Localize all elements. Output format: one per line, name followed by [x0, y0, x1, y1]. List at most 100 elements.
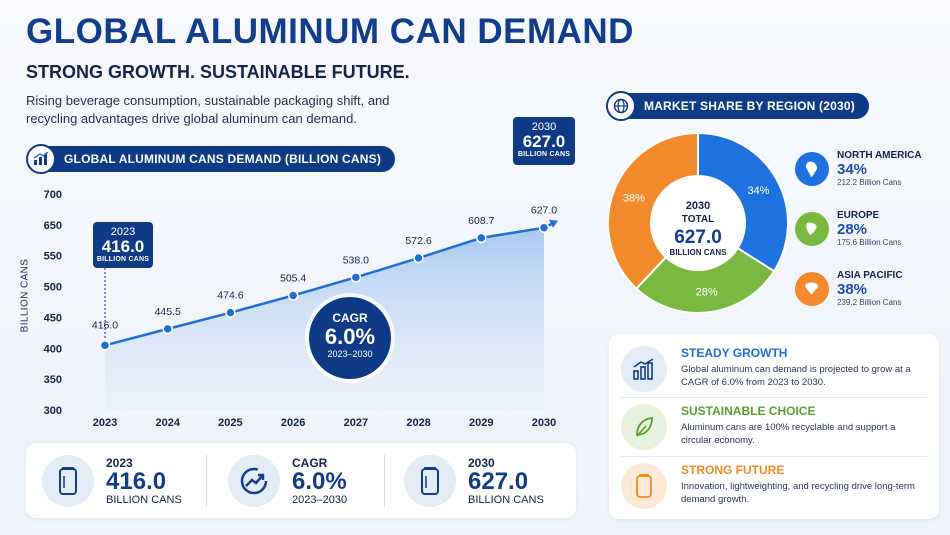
donut-chart: 34% 28% 38% 2030 TOTAL 627.0 BILLION CANS [608, 133, 788, 313]
x-tick-label: 2023 [93, 417, 117, 429]
region-north-america: NORTH AMERICA 34% 212.2 Billion Cans [795, 150, 922, 187]
region-asia-pacific: ASIA PACIFIC 38% 239.2 Billion Cans [795, 270, 903, 307]
chart-title: GLOBAL ALUMINUM CANS DEMAND (BILLION CAN… [64, 152, 382, 166]
stat-2023: 2023 416.0 BILLION CANS [42, 443, 182, 518]
region-name: NORTH AMERICA [837, 150, 922, 161]
donut-center-year: 2030 [686, 200, 710, 212]
x-tick-label: 2030 [532, 417, 556, 429]
feature-steady-growth: STEADY GROWTH Global aluminum can demand… [621, 346, 927, 402]
region-percent: 34% [837, 161, 868, 178]
data-label: 505.4 [280, 272, 306, 284]
cagr-value: 6.0% [324, 324, 376, 349]
stat-value: 416.0 [106, 467, 167, 495]
y-tick-label: 450 [44, 312, 62, 324]
data-label: 445.5 [155, 306, 181, 318]
intro-text: Rising beverage consumption, sustainable… [26, 93, 390, 126]
stat-unit: BILLION CANS [468, 493, 544, 506]
callout-end-value: 627.0 [522, 132, 566, 151]
cagr-label: CAGR [332, 311, 368, 325]
feature-divider [621, 397, 927, 398]
stat-2030: 2030 627.0 BILLION CANS [404, 443, 544, 518]
y-tick-label: 300 [44, 405, 62, 417]
region-percent: 38% [837, 281, 868, 298]
cagr-badge: CAGR 6.0% 2023–2030 [309, 297, 391, 379]
chart-title-pill: GLOBAL ALUMINUM CANS DEMAND (BILLION CAN… [26, 144, 396, 174]
stat-divider [384, 455, 385, 507]
x-tick-label: 2024 [155, 417, 180, 429]
bar-chart-icon [26, 144, 56, 174]
callout-start-year: 2023 [110, 226, 136, 238]
data-point [538, 222, 550, 233]
data-point [99, 340, 111, 351]
y-tick-label: 650 [44, 220, 62, 232]
x-tick-label: 2029 [469, 417, 493, 429]
stat-label: 2023 [106, 455, 133, 470]
x-tick-label: 2025 [218, 417, 242, 429]
region-volume: 212.2 Billion Cans [837, 178, 902, 187]
feature-text: Global aluminum can demand is projected … [681, 364, 911, 388]
stats-panel: 2023 416.0 BILLION CANS CAGR 6.0% 2023–2… [26, 443, 576, 518]
features-panel: STEADY GROWTH Global aluminum can demand… [609, 334, 939, 519]
page-subtitle: STRONG GROWTH. SUSTAINABLE FUTURE. [26, 62, 410, 82]
callout-end-unit: BILLION CANS [517, 151, 571, 158]
feature-text: Aluminum cans are 100% recyclable and su… [681, 422, 896, 446]
stat-value: 627.0 [468, 467, 529, 495]
data-point [287, 290, 299, 301]
stat-value: 6.0% [292, 467, 347, 495]
callout-start-unit: BILLION CANS [96, 256, 150, 263]
can-icon [621, 463, 667, 509]
bar-growth-icon [621, 346, 667, 392]
stat-label: 2030 [468, 455, 495, 470]
feature-title: SUSTAINABLE CHOICE [681, 404, 816, 418]
asia-pacific-map-icon [795, 272, 829, 306]
stat-unit: BILLION CANS [106, 493, 182, 506]
region-title-pill: MARKET SHARE BY REGION (2030) [606, 91, 869, 121]
donut-center-unit: BILLION CANS [670, 248, 728, 257]
x-tick-label: 2026 [281, 417, 305, 429]
callout-end: 2030 627.0 BILLION CANS [513, 117, 575, 165]
callout-end-year: 2030 [531, 121, 557, 133]
feature-divider [621, 456, 927, 457]
series-line [104, 226, 545, 347]
region-percent: 28% [837, 221, 868, 238]
data-point [162, 323, 173, 335]
region-europe: EUROPE 28% 175.6 Billion Cans [795, 210, 901, 247]
growth-arrow-icon [228, 454, 280, 507]
feature-sustainable-choice: SUSTAINABLE CHOICE Aluminum cans are 100… [621, 404, 927, 460]
region-volume: 239.2 Billion Cans [837, 298, 902, 307]
north-america-map-icon [795, 152, 829, 186]
callout-start: 2023 416.0 BILLION CANS [93, 222, 153, 268]
x-tick-label: 2027 [344, 417, 368, 429]
data-label: 608.7 [468, 215, 494, 227]
can-icon [42, 454, 94, 507]
data-label: 627.0 [531, 205, 557, 217]
trend-arrow-head [549, 219, 558, 228]
data-point [413, 252, 424, 264]
region-name: ASIA PACIFIC [837, 270, 903, 281]
y-tick-label: 350 [44, 374, 62, 386]
y-axis-label: BILLION CANS [19, 258, 31, 333]
data-point [476, 232, 487, 244]
page-title: GLOBAL ALUMINUM CAN DEMAND [26, 12, 634, 51]
can-icon [404, 454, 456, 507]
donut-slice-label: 28% [696, 286, 718, 298]
x-tick-label: 2028 [406, 417, 430, 429]
y-tick-label: 700 [44, 189, 62, 201]
region-volume: 175.6 Billion Cans [837, 238, 902, 247]
cagr-range: 2023–2030 [327, 349, 373, 359]
feature-text: Innovation, lightweighting, and recyclin… [681, 481, 915, 505]
feature-strong-future: STRONG FUTURE Innovation, lightweighting… [621, 463, 927, 519]
data-label: 538.0 [343, 254, 369, 266]
y-tick-label: 550 [44, 251, 62, 263]
data-label: 572.6 [405, 235, 431, 247]
data-point [350, 272, 362, 283]
europe-map-icon [795, 212, 829, 246]
region-name: EUROPE [837, 210, 880, 221]
stat-unit: 2023–2030 [292, 493, 348, 506]
feature-title: STRONG FUTURE [681, 463, 785, 477]
globe-icon [606, 91, 636, 121]
stat-divider [206, 455, 207, 507]
leaf-icon [621, 404, 667, 450]
donut-center-label: TOTAL [682, 214, 714, 225]
stat-label: CAGR [292, 455, 328, 470]
